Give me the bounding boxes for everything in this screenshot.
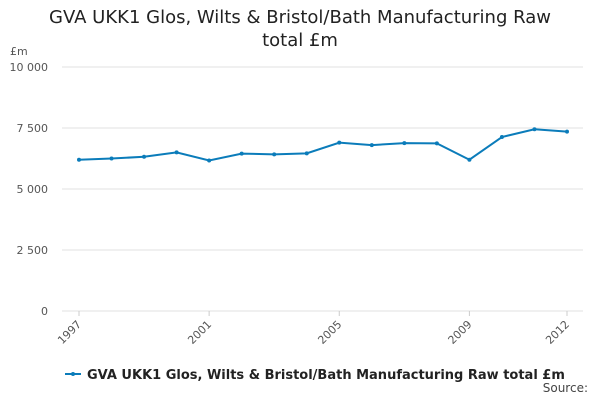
- y-tick-label: 5 000: [17, 183, 49, 196]
- y-tick-label: 0: [41, 305, 48, 318]
- y-tick-label: 2 500: [17, 244, 49, 257]
- x-tick-label: 2012: [543, 318, 572, 347]
- point: [467, 157, 472, 162]
- y-tick-label: 10 000: [10, 61, 49, 74]
- x-tick-label: 2009: [446, 318, 475, 347]
- legend-marker: [71, 372, 75, 376]
- point: [239, 151, 244, 156]
- series-line: [78, 128, 568, 162]
- point: [142, 154, 147, 159]
- point: [369, 143, 374, 148]
- y-axis-label: £m: [10, 45, 28, 58]
- point: [565, 129, 569, 134]
- point: [532, 127, 537, 132]
- source: Source:: [543, 381, 588, 395]
- point: [402, 141, 407, 146]
- y-tick-label: 7 500: [17, 122, 49, 135]
- point: [499, 135, 504, 140]
- point: [434, 141, 439, 146]
- point: [304, 151, 309, 156]
- point: [207, 158, 212, 163]
- x-tick-label: 1997: [55, 318, 84, 347]
- point: [337, 140, 342, 145]
- point: [77, 157, 81, 162]
- x-tick-label: 2001: [185, 318, 214, 347]
- point: [109, 156, 114, 161]
- chart-title: GVA UKK1 Glos, Wilts & Bristol/Bath Manu…: [49, 7, 551, 51]
- legend-label: GVA UKK1 Glos, Wilts & Bristol/Bath Manu…: [87, 368, 565, 383]
- point: [174, 150, 179, 155]
- point: [272, 152, 277, 157]
- x-tick-label: 2005: [315, 318, 344, 347]
